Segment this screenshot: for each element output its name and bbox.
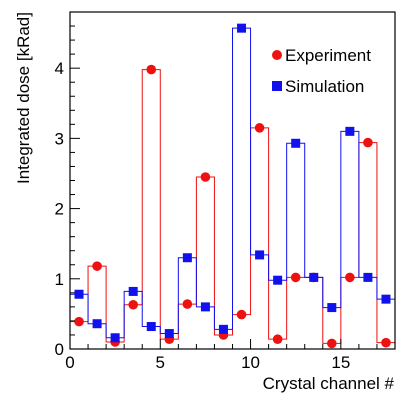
simulation-point [327, 303, 337, 313]
experiment-point [236, 309, 247, 320]
simulation-point [92, 319, 102, 329]
simulation-point [345, 126, 355, 136]
simulation-step-line [69, 27, 396, 349]
experiment-point [345, 272, 355, 283]
y-tick-label: 2 [55, 200, 64, 219]
y-axis-label: Integrated dose [kRad] [14, 12, 33, 184]
simulation-point [164, 329, 174, 339]
simulation-point [237, 23, 247, 33]
simulation-point [110, 333, 120, 343]
simulation-point [128, 286, 138, 296]
experiment-point [74, 316, 84, 327]
x-tick-label: 0 [65, 353, 74, 372]
simulation-point [273, 275, 283, 285]
simulation-point [182, 253, 192, 263]
legend: Experiment Simulation [272, 46, 371, 96]
experiment-point [272, 334, 283, 344]
simulation-point [218, 324, 228, 334]
experiment-point [200, 172, 211, 182]
experiment-point [363, 137, 373, 148]
simulation-point [381, 294, 391, 304]
simulation-point [363, 272, 373, 282]
experiment-point [254, 123, 265, 133]
experiment-point [128, 299, 138, 310]
x-axis-label: Crystal channel # [263, 374, 395, 393]
y-tick-label: 0 [55, 340, 64, 359]
legend-label-experiment: Experiment [285, 46, 371, 65]
simulation-point [255, 250, 265, 260]
legend-marker-simulation [272, 81, 282, 91]
simulation-point [74, 289, 84, 299]
experiment-point [381, 337, 391, 348]
simulation-point [200, 302, 210, 312]
legend-marker-experiment [272, 50, 282, 60]
experiment-point [290, 272, 301, 283]
y-tick-label: 4 [55, 59, 64, 78]
x-tick-label: 10 [241, 353, 260, 372]
y-tick-label: 1 [55, 270, 64, 289]
x-tick-label: 15 [331, 353, 350, 372]
simulation-point [309, 272, 319, 282]
experiment-point [182, 299, 193, 309]
simulation-point [291, 138, 301, 148]
experiment-point [327, 338, 337, 349]
series-layer [69, 23, 396, 349]
experiment-point [92, 261, 102, 271]
axes-layer: 0 5 10 15 0 1 2 3 4 [55, 11, 396, 372]
legend-label-simulation: Simulation [285, 77, 364, 96]
simulation-point [146, 322, 156, 332]
y-tick-label: 3 [55, 129, 64, 148]
experiment-point [146, 64, 157, 75]
x-tick-label: 5 [156, 353, 165, 372]
